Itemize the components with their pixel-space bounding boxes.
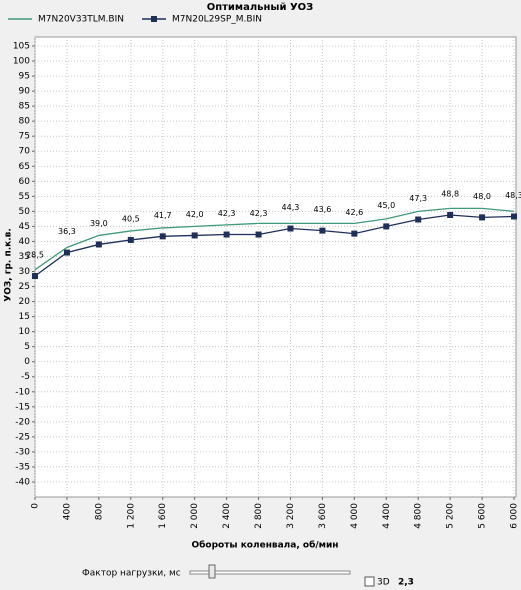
x-tick-label: 3 600 (318, 503, 328, 529)
data-point (511, 213, 517, 220)
data-label: 42,0 (186, 210, 204, 219)
series-line (34, 207, 515, 271)
x-tick-label: 5 200 (446, 503, 456, 529)
data-point (191, 232, 198, 239)
y-tick-label: -40 (15, 477, 30, 487)
data-label: 40,5 (122, 214, 140, 223)
x-tick-label: 400 (62, 503, 72, 520)
y-tick-label: -10 (15, 387, 30, 397)
data-label: 47,3 (409, 194, 427, 203)
y-tick-label: 65 (19, 162, 30, 172)
y-tick-label: -25 (15, 432, 30, 442)
x-tick-label: 0 (31, 503, 41, 509)
data-label: 44,3 (282, 203, 300, 212)
y-tick-label: -15 (15, 402, 30, 412)
y-tick-label: 5 (24, 342, 30, 352)
y-tick-label: 85 (19, 102, 30, 112)
data-label: 41,7 (154, 211, 172, 220)
data-point (447, 211, 454, 218)
checkbox-3d[interactable] (364, 576, 375, 587)
data-point (415, 216, 422, 223)
slider-label: Фактор нагрузки, мс (82, 569, 181, 579)
data-point (351, 230, 358, 237)
x-tick-label: 4 400 (382, 503, 392, 529)
chart-title: Оптимальный УОЗ (207, 2, 314, 13)
data-point (32, 273, 38, 280)
x-tick-label: 4 800 (414, 503, 424, 529)
data-label: 42,3 (218, 209, 236, 218)
checkbox-label: 3D (377, 578, 390, 588)
y-axis-label: УОЗ, гр. п.к.в. (4, 228, 14, 302)
x-tick-label: 1 600 (158, 503, 168, 529)
y-tick-label: 70 (19, 147, 31, 157)
x-tick-label: 800 (94, 503, 104, 520)
x-tick-label: 3 200 (286, 503, 296, 529)
y-tick-label: 25 (19, 282, 30, 292)
data-point (223, 231, 230, 238)
y-tick-label: 0 (24, 357, 30, 367)
x-tick-label: 2 000 (190, 503, 200, 529)
y-tick-label: -20 (15, 417, 30, 427)
y-tick-label: 75 (19, 132, 30, 142)
x-tick-label: 1 200 (126, 503, 136, 529)
data-label: 39,0 (90, 219, 108, 228)
y-tick-label: -30 (15, 447, 30, 457)
data-label: 45,0 (377, 201, 395, 210)
slider-thumb[interactable] (208, 564, 216, 579)
y-tick-label: 40 (19, 237, 31, 247)
data-point (159, 233, 166, 240)
y-tick-label: 35 (19, 252, 30, 262)
y-tick-label: 100 (13, 57, 30, 67)
x-tick-label: 2 400 (222, 503, 232, 529)
y-tick-label: 30 (19, 267, 31, 277)
legend-label: M7N20L29SP_M.BIN (172, 15, 262, 25)
data-point (479, 214, 486, 221)
data-label: 28,5 (26, 251, 44, 260)
y-tick-label: -5 (21, 372, 30, 382)
legend-label: M7N20V33TLM.BIN (38, 15, 124, 25)
legend-marker (151, 16, 157, 22)
series-line (34, 214, 515, 277)
y-tick-label: 10 (19, 327, 31, 337)
x-tick-label: 6 000 (510, 503, 520, 529)
data-label: 42,3 (250, 209, 268, 218)
slider-track[interactable] (189, 570, 351, 575)
y-tick-label: 50 (19, 207, 31, 217)
y-tick-label: 20 (19, 297, 31, 307)
load-value: 2,3 (398, 578, 414, 588)
x-tick-label: 5 600 (478, 503, 488, 529)
x-tick-label: 4 000 (350, 503, 360, 529)
data-label: 48,0 (473, 192, 491, 201)
data-point (287, 225, 294, 232)
y-tick-label: 90 (19, 87, 31, 97)
y-tick-label: 105 (13, 42, 30, 52)
load-factor-control: Фактор нагрузки, мс 3D 2,3 (82, 564, 414, 588)
data-label: 48,3 (505, 191, 521, 200)
data-point (63, 249, 70, 256)
data-label: 43,6 (313, 205, 331, 214)
data-label: 36,3 (58, 227, 76, 236)
data-point (383, 223, 390, 230)
y-tick-label: 15 (19, 312, 30, 322)
y-tick-label: 55 (19, 192, 30, 202)
x-axis-label: Обороты коленвала, об/мин (191, 540, 338, 551)
data-point (127, 236, 134, 243)
data-label: 48,8 (441, 189, 459, 198)
y-tick-label: 45 (19, 222, 30, 232)
y-tick-label: 95 (19, 72, 30, 82)
data-label: 42,6 (345, 208, 363, 217)
y-tick-label: 80 (19, 117, 31, 127)
x-tick-label: 2 800 (254, 503, 264, 529)
y-tick-label: -35 (15, 462, 30, 472)
data-point (255, 231, 262, 238)
data-point (319, 227, 326, 234)
plot-area (34, 36, 517, 498)
data-point (95, 241, 102, 248)
y-tick-label: 60 (19, 177, 31, 187)
